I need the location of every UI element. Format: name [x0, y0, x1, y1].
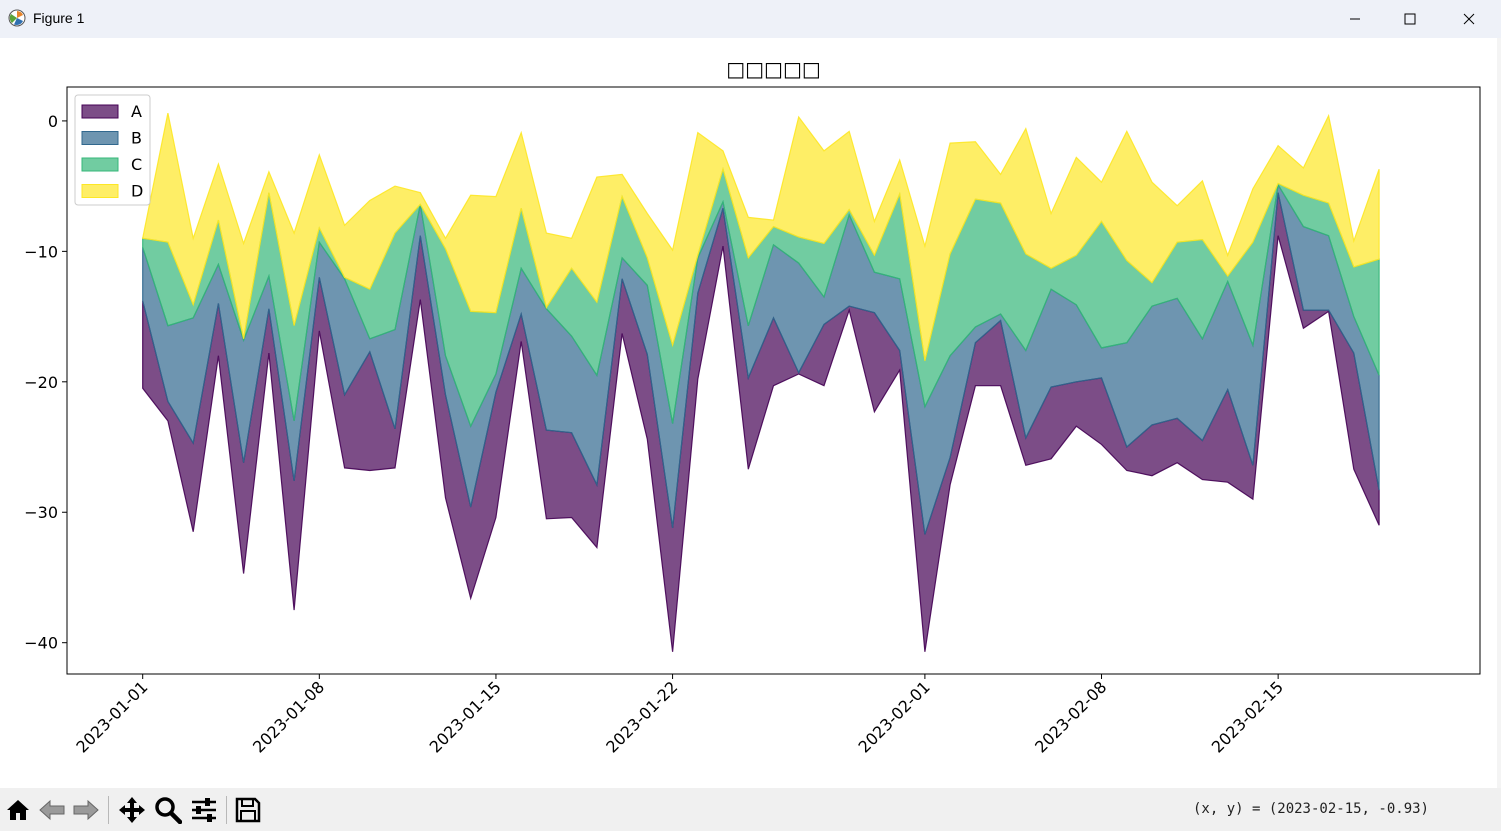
legend-box: [74, 94, 151, 206]
y-tick-label: 0: [48, 112, 58, 131]
legend-label-c: C: [131, 155, 142, 174]
pan-button[interactable]: [116, 794, 148, 826]
matplotlib-icon: [8, 9, 26, 27]
maximize-icon: [1404, 13, 1416, 25]
home-icon: [7, 800, 29, 820]
minimize-icon: [1350, 18, 1360, 20]
back-arrow-icon: [39, 799, 65, 821]
back-button[interactable]: [36, 794, 68, 826]
x-tick-label: 2023-02-15: [1208, 677, 1287, 756]
stacked-area-chart: 2023-01-01 2023-01-08 2023-01-15 2023-01-22…: [24, 57, 1481, 757]
x-axis: 2023-01-01 2023-01-08 2023-01-15 2023-01-22…: [72, 674, 1287, 757]
x-tick-label: 2023-02-01: [855, 677, 934, 756]
area-layers: [141, 112, 1380, 652]
cursor-coordinates: (x, y) = (2023-02-15, -0.93): [1192, 801, 1429, 817]
toolbar-separator: [226, 796, 227, 824]
window-titlebar: Figure 1: [0, 0, 1501, 38]
sliders-icon: [192, 798, 216, 822]
forward-button[interactable]: [70, 794, 102, 826]
axes-frame: [66, 86, 1481, 675]
legend-label-d: D: [131, 182, 143, 201]
legend-swatch-a: [81, 104, 119, 119]
y-tick-label: −40: [24, 634, 58, 653]
x-tick-label: 2023-01-15: [426, 677, 505, 756]
x-tick-label: 2023-02-08: [1031, 677, 1110, 756]
toolbar-separator: [108, 796, 109, 824]
y-axis: 0 −10 −20 −30 −40: [24, 112, 67, 653]
zoom-button[interactable]: [152, 794, 184, 826]
move-icon: [119, 797, 145, 823]
forward-arrow-icon: [73, 799, 99, 821]
x-tick-label: 2023-01-01: [72, 677, 151, 756]
minimize-button[interactable]: [1326, 0, 1384, 38]
area-series-d: [141, 112, 1380, 362]
y-tick-label: −20: [24, 373, 58, 392]
legend-swatch-b: [81, 131, 119, 145]
configure-button[interactable]: [188, 794, 220, 826]
window-edge: [1497, 38, 1501, 788]
maximize-button[interactable]: [1381, 0, 1439, 38]
chart-title: □□□□□: [726, 57, 820, 81]
save-icon: [235, 797, 261, 823]
close-icon: [1463, 13, 1475, 25]
legend-swatch-d: [81, 184, 119, 198]
y-tick-label: −30: [24, 503, 58, 522]
legend-label-a: A: [131, 102, 142, 121]
y-tick-label: −10: [24, 242, 58, 261]
x-tick-label: 2023-01-22: [602, 677, 681, 756]
save-button[interactable]: [232, 794, 264, 826]
legend-label-b: B: [131, 129, 142, 148]
zoom-icon: [155, 797, 182, 824]
close-button[interactable]: [1440, 0, 1498, 38]
legend-swatch-c: [81, 157, 119, 172]
home-button[interactable]: [2, 794, 34, 826]
figure-canvas[interactable]: 2023-01-01 2023-01-08 2023-01-15 2023-01-22…: [0, 38, 1501, 788]
window-title: Figure 1: [33, 10, 85, 26]
navigation-toolbar: (x, y) = (2023-02-15, -0.93): [0, 788, 1501, 831]
x-tick-label: 2023-01-08: [249, 677, 328, 756]
